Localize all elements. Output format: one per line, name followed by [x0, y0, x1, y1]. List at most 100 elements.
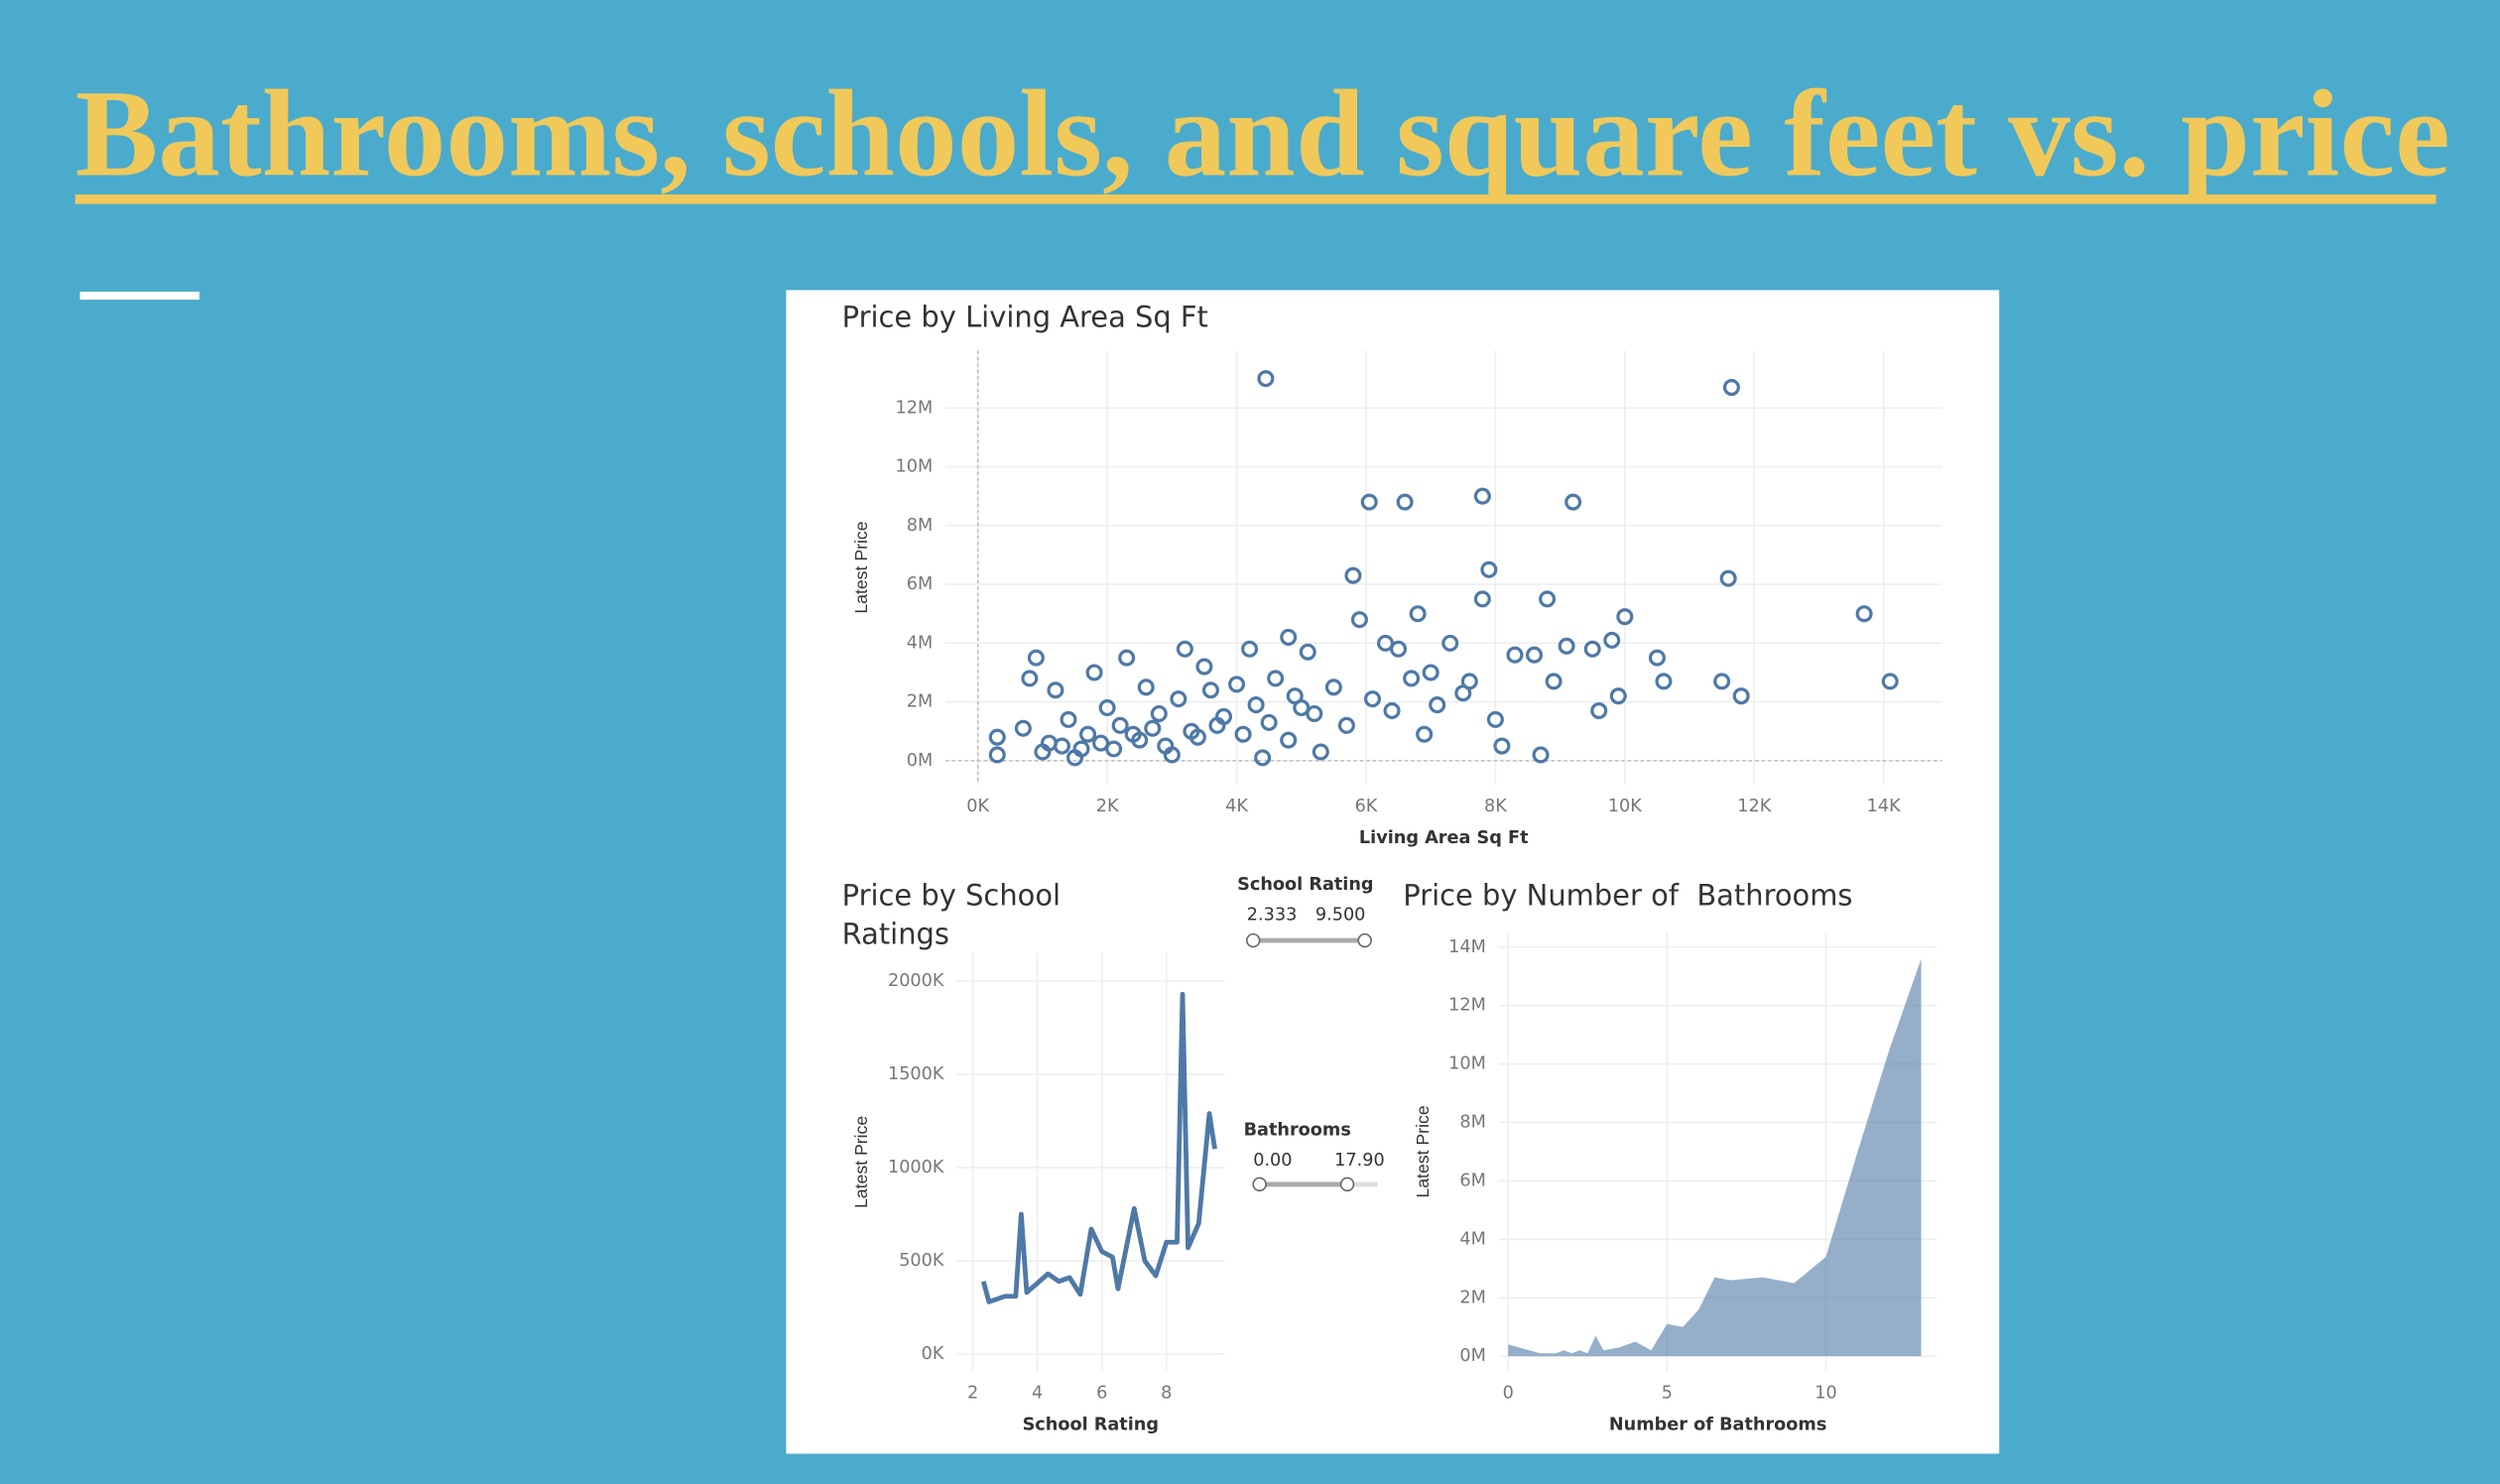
y-tick-label: 2000K — [888, 971, 944, 991]
y-tick-label: 0M — [907, 751, 933, 771]
x-tick-label: 12K — [1737, 797, 1771, 816]
point — [1473, 590, 1491, 608]
point — [1337, 716, 1355, 734]
point — [1150, 704, 1168, 722]
slider-handle[interactable] — [1252, 1176, 1267, 1192]
chart-title: Price by School Ratings — [841, 879, 1070, 952]
point — [1403, 670, 1421, 687]
x-tick-label: 5 — [1662, 1383, 1673, 1403]
point — [1034, 743, 1052, 761]
point — [1441, 634, 1459, 652]
x-tick-label: 0 — [1503, 1383, 1514, 1403]
slider-handle[interactable] — [1245, 932, 1261, 948]
point — [1021, 670, 1039, 687]
accent-bar — [79, 292, 200, 301]
point — [1257, 370, 1275, 388]
point — [1060, 710, 1077, 728]
y-tick-label: 500K — [899, 1251, 944, 1271]
point — [1460, 673, 1478, 690]
point — [1722, 379, 1740, 397]
point — [1293, 699, 1311, 717]
point — [1390, 640, 1408, 658]
y-tick-label: 10M — [1448, 1054, 1486, 1074]
point — [1713, 673, 1731, 690]
filter-min: 2.333 — [1247, 905, 1298, 925]
filter-label: School Rating — [1237, 875, 1373, 895]
point — [1416, 725, 1434, 743]
point — [1047, 681, 1064, 699]
filter-max: 17.90 — [1334, 1151, 1385, 1171]
filter-min: 0.00 — [1253, 1151, 1292, 1171]
point — [1526, 646, 1544, 664]
x-tick-label: 0K — [966, 797, 989, 816]
chart-title-box: Price by Living Area Sq Ft — [841, 301, 1208, 335]
y-tick-label: 8M — [1459, 1113, 1485, 1133]
x-axis-label: Living Area Sq Ft — [1359, 828, 1529, 848]
point — [1344, 566, 1362, 584]
point — [1564, 493, 1582, 511]
y-tick-label: 2M — [907, 692, 933, 712]
point — [1583, 640, 1601, 658]
point — [1360, 493, 1378, 511]
point — [1603, 631, 1621, 649]
x-tick-label: 8K — [1484, 797, 1507, 816]
title-underline — [74, 194, 2437, 204]
slider-handle[interactable] — [1339, 1176, 1355, 1192]
point — [1170, 690, 1188, 708]
point — [1558, 637, 1575, 655]
point — [1396, 493, 1414, 511]
chart-title: Price by Living Area Sq Ft — [841, 301, 1208, 335]
filter-label: Bathrooms — [1244, 1120, 1351, 1140]
y-tick-label: 8M — [907, 516, 933, 536]
x-tick-label: 4 — [1032, 1383, 1043, 1403]
y-axis-label: Latest Price — [851, 521, 871, 613]
point — [1247, 696, 1265, 714]
filter-max: 9.500 — [1315, 905, 1366, 925]
school-rating-filter[interactable]: School Rating 2.333 9.500 — [1237, 875, 1374, 948]
point — [1299, 643, 1316, 661]
point — [1118, 649, 1136, 667]
point — [1350, 611, 1368, 629]
point — [1053, 737, 1070, 755]
point — [1480, 560, 1498, 578]
point — [1137, 679, 1155, 696]
point — [1545, 673, 1562, 690]
y-tick-label: 0M — [1459, 1346, 1485, 1366]
y-tick-label: 1500K — [888, 1064, 944, 1084]
slider-handle[interactable] — [1357, 932, 1372, 948]
point — [1144, 719, 1162, 737]
point — [1111, 716, 1129, 734]
y-axis-label: Latest Price — [1413, 1105, 1433, 1197]
chart-title-box: Price by School Ratings — [841, 879, 1070, 952]
x-tick-label: 6 — [1096, 1383, 1107, 1403]
bathrooms-filter[interactable]: Bathrooms 0.00 17.90 — [1244, 1120, 1385, 1192]
x-tick-label: 8 — [1161, 1383, 1172, 1403]
x-tick-label: 4K — [1225, 797, 1248, 816]
point — [1280, 731, 1298, 749]
chart-title-box: Price by Number of Bathrooms — [1403, 880, 1852, 914]
point — [1719, 569, 1737, 587]
slide-title: Bathrooms, schools, and square feet vs. … — [75, 65, 2450, 203]
point — [1157, 737, 1175, 755]
point — [1176, 640, 1193, 658]
dashboard — [786, 290, 2000, 1454]
point — [1072, 740, 1090, 758]
point — [1363, 690, 1382, 708]
point — [1429, 696, 1446, 714]
point — [1027, 649, 1045, 667]
point — [988, 728, 1006, 746]
y-tick-label: 2M — [1459, 1288, 1485, 1307]
point — [1098, 699, 1116, 717]
x-axis-label: Number of Bathrooms — [1609, 1416, 1826, 1435]
point — [1188, 728, 1206, 746]
point — [1609, 687, 1627, 705]
point — [1324, 679, 1342, 696]
y-tick-label: 4M — [907, 633, 933, 653]
y-tick-label: 14M — [1448, 937, 1486, 957]
point — [1881, 673, 1899, 690]
point — [1493, 737, 1511, 755]
point — [1473, 487, 1491, 505]
y-tick-label: 10M — [896, 457, 934, 477]
point — [1855, 605, 1873, 623]
